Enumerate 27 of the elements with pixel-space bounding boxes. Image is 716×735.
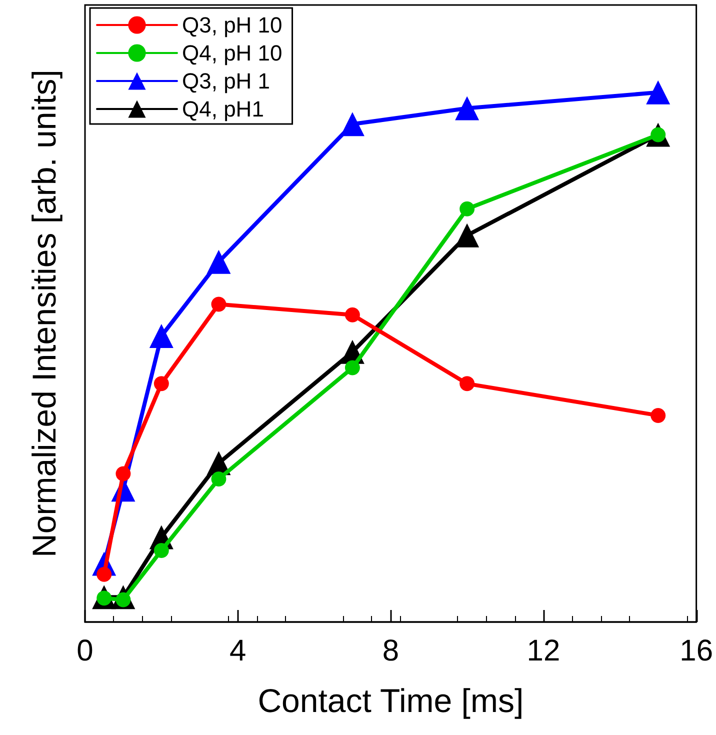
point bbox=[116, 466, 131, 482]
legend-label: Q3, pH 10 bbox=[182, 12, 282, 38]
point bbox=[460, 376, 475, 392]
legend-label: Q4, pH 10 bbox=[182, 40, 282, 66]
legend-label: Q4, pH1 bbox=[182, 96, 264, 122]
point bbox=[154, 376, 169, 392]
x-axis-title: Contact Time [ms] bbox=[258, 682, 524, 719]
point bbox=[154, 543, 169, 558]
point bbox=[211, 296, 226, 312]
point bbox=[650, 408, 666, 423]
point bbox=[344, 307, 360, 322]
x-tick-label: 8 bbox=[382, 634, 399, 668]
x-tick-label: 16 bbox=[680, 634, 714, 668]
point bbox=[206, 250, 231, 274]
point bbox=[455, 223, 480, 248]
point bbox=[460, 201, 475, 216]
point bbox=[96, 566, 112, 582]
y-axis-title: Normalized Intensities [arb. units] bbox=[26, 70, 62, 558]
point bbox=[344, 360, 360, 376]
x-tick-label: 12 bbox=[526, 634, 560, 668]
point bbox=[149, 324, 174, 348]
x-tick-label: 0 bbox=[76, 634, 94, 668]
x-tick-label: 4 bbox=[229, 634, 246, 668]
legend-label: Q3, pH 1 bbox=[182, 68, 270, 94]
point bbox=[646, 80, 670, 104]
point bbox=[211, 472, 226, 486]
point bbox=[455, 96, 480, 120]
